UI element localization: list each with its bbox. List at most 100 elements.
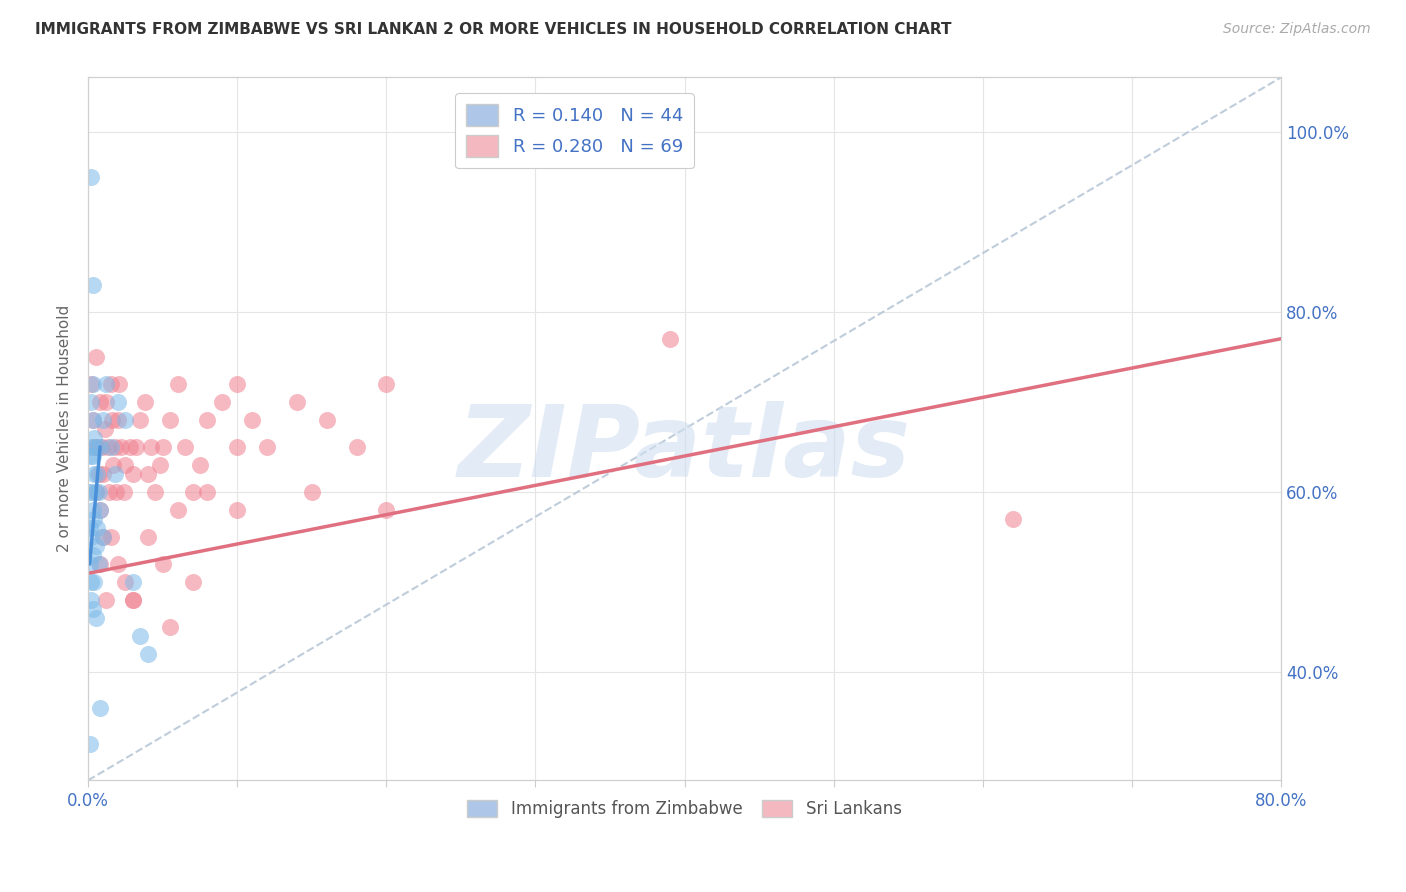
Point bbox=[226, 376, 249, 391]
Point bbox=[107, 394, 129, 409]
Point bbox=[79, 557, 101, 571]
Point bbox=[122, 467, 145, 481]
Text: IMMIGRANTS FROM ZIMBABWE VS SRI LANKAN 2 OR MORE VEHICLES IN HOUSEHOLD CORRELATI: IMMIGRANTS FROM ZIMBABWE VS SRI LANKAN 2… bbox=[35, 22, 952, 37]
Point bbox=[83, 575, 105, 590]
Point bbox=[114, 575, 136, 590]
Point bbox=[105, 485, 128, 500]
Point bbox=[122, 593, 145, 607]
Point bbox=[87, 557, 110, 571]
Point bbox=[82, 413, 104, 427]
Point bbox=[159, 413, 181, 427]
Point bbox=[136, 647, 159, 661]
Point bbox=[346, 440, 368, 454]
Point bbox=[139, 440, 162, 454]
Point bbox=[112, 485, 135, 500]
Point bbox=[110, 440, 132, 454]
Point bbox=[104, 440, 127, 454]
Point bbox=[136, 467, 159, 481]
Point bbox=[89, 503, 111, 517]
Point bbox=[100, 530, 122, 544]
Point bbox=[82, 277, 104, 292]
Point bbox=[89, 440, 111, 454]
Point bbox=[84, 350, 107, 364]
Point bbox=[149, 458, 172, 472]
Point bbox=[82, 376, 104, 391]
Point bbox=[93, 422, 115, 436]
Point bbox=[91, 467, 114, 481]
Point bbox=[129, 413, 152, 427]
Point bbox=[86, 521, 108, 535]
Point bbox=[174, 440, 197, 454]
Point bbox=[89, 557, 111, 571]
Point bbox=[80, 575, 103, 590]
Point bbox=[86, 440, 108, 454]
Point bbox=[80, 376, 103, 391]
Point bbox=[91, 530, 114, 544]
Point bbox=[80, 593, 103, 607]
Point bbox=[100, 376, 122, 391]
Point bbox=[82, 602, 104, 616]
Point bbox=[240, 413, 263, 427]
Point bbox=[166, 376, 188, 391]
Point bbox=[197, 413, 219, 427]
Point bbox=[83, 440, 105, 454]
Text: ZIPatlas: ZIPatlas bbox=[458, 401, 911, 499]
Point bbox=[226, 440, 249, 454]
Point bbox=[136, 530, 159, 544]
Point bbox=[315, 413, 337, 427]
Point bbox=[83, 512, 105, 526]
Point bbox=[94, 394, 117, 409]
Point bbox=[211, 394, 233, 409]
Point bbox=[94, 593, 117, 607]
Point bbox=[83, 467, 105, 481]
Point bbox=[87, 485, 110, 500]
Point bbox=[375, 376, 398, 391]
Point bbox=[122, 593, 145, 607]
Text: Source: ZipAtlas.com: Source: ZipAtlas.com bbox=[1223, 22, 1371, 37]
Point bbox=[82, 413, 104, 427]
Point bbox=[79, 521, 101, 535]
Point bbox=[226, 503, 249, 517]
Point bbox=[98, 485, 121, 500]
Point bbox=[181, 575, 204, 590]
Y-axis label: 2 or more Vehicles in Household: 2 or more Vehicles in Household bbox=[58, 305, 72, 552]
Point bbox=[104, 467, 127, 481]
Point bbox=[101, 413, 124, 427]
Point bbox=[89, 503, 111, 517]
Point bbox=[166, 503, 188, 517]
Point bbox=[80, 530, 103, 544]
Point bbox=[143, 485, 166, 500]
Point bbox=[159, 620, 181, 634]
Point bbox=[82, 449, 104, 463]
Point bbox=[285, 394, 308, 409]
Point bbox=[79, 449, 101, 463]
Point bbox=[152, 557, 174, 571]
Point bbox=[84, 440, 107, 454]
Point bbox=[84, 485, 107, 500]
Point bbox=[83, 431, 105, 445]
Point bbox=[87, 467, 110, 481]
Point bbox=[1001, 512, 1024, 526]
Point bbox=[86, 467, 108, 481]
Point bbox=[79, 485, 101, 500]
Point bbox=[84, 485, 107, 500]
Point bbox=[90, 440, 112, 454]
Point bbox=[375, 503, 398, 517]
Point bbox=[108, 376, 131, 391]
Point bbox=[197, 485, 219, 500]
Point bbox=[114, 458, 136, 472]
Point bbox=[82, 503, 104, 517]
Point bbox=[129, 629, 152, 643]
Point bbox=[118, 440, 141, 454]
Point bbox=[89, 394, 111, 409]
Point bbox=[89, 701, 111, 715]
Point bbox=[107, 413, 129, 427]
Point bbox=[122, 575, 145, 590]
Point bbox=[134, 394, 156, 409]
Point bbox=[125, 440, 148, 454]
Point bbox=[100, 440, 122, 454]
Point bbox=[301, 485, 323, 500]
Point bbox=[152, 440, 174, 454]
Point bbox=[79, 737, 101, 751]
Point bbox=[80, 485, 103, 500]
